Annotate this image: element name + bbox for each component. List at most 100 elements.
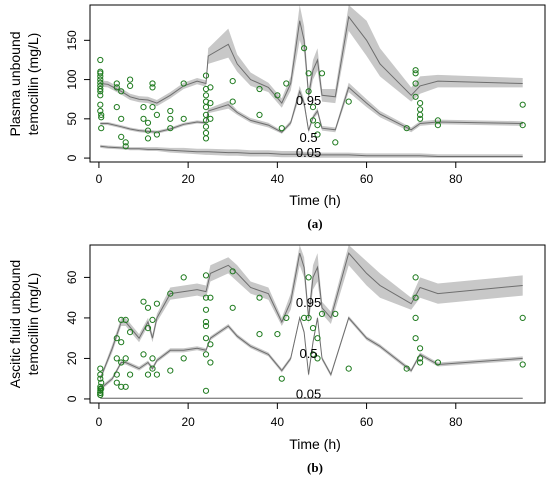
data-point — [314, 122, 321, 129]
x-tick-label: 40 — [271, 415, 285, 429]
data-point — [118, 339, 125, 346]
data-point — [153, 111, 160, 119]
quantile-annotation: 0.95 — [296, 93, 321, 108]
data-point — [318, 70, 326, 77]
data-point — [403, 365, 410, 372]
x-tick-label: 20 — [181, 172, 195, 186]
data-point — [417, 111, 424, 119]
data-point — [412, 67, 419, 74]
quantile-annotation: 0.95 — [296, 295, 321, 310]
data-point — [314, 355, 321, 362]
data-point — [153, 371, 160, 378]
data-point — [122, 355, 129, 362]
quantile-line-0.5-b — [99, 315, 523, 390]
data-point — [519, 361, 526, 368]
data-point — [229, 98, 236, 105]
data-point — [167, 367, 174, 374]
data-point — [207, 359, 214, 366]
data-point — [144, 127, 152, 134]
data-point — [149, 80, 156, 87]
data-point — [274, 92, 281, 99]
data-point — [229, 78, 236, 85]
data-point — [417, 345, 424, 352]
data-point — [98, 111, 105, 119]
data-point — [113, 335, 120, 342]
y-axis-title-b-line2: temocillin (mg/L) — [25, 273, 41, 376]
data-point — [301, 314, 308, 321]
data-point — [412, 70, 419, 77]
data-point — [305, 88, 312, 95]
data-point — [305, 274, 312, 281]
data-point — [309, 104, 317, 111]
x-axis-a: 0 20 40 60 80 — [96, 161, 463, 186]
data-point — [180, 355, 187, 362]
data-point — [149, 355, 156, 362]
data-point — [97, 107, 104, 115]
data-point — [153, 300, 160, 307]
data-point — [144, 119, 152, 126]
data-point — [434, 117, 441, 124]
data-point — [140, 104, 147, 111]
data-point — [314, 335, 321, 342]
y-axis-title-a-line2: temocillin (mg/L) — [25, 33, 41, 136]
quantile-line-0.5-a — [100, 86, 523, 133]
quantile-bands-b — [100, 245, 523, 399]
y-tick-label: 40 — [65, 311, 79, 325]
y-axis-b: 0 20 40 60 — [65, 270, 90, 402]
data-point — [97, 101, 104, 108]
data-point — [127, 329, 134, 336]
quantile-annotations-a: 0.95 0.50.05 — [296, 93, 321, 160]
data-point — [98, 385, 105, 392]
data-point — [256, 85, 263, 93]
data-point — [309, 117, 317, 124]
data-point — [412, 294, 419, 301]
data-point — [149, 84, 156, 91]
data-point — [202, 129, 210, 137]
panel-a: 0 20 40 60 80 0 50 100 150 0.95 0.50.05 Time (h)… — [7, 4, 546, 231]
data-point — [202, 123, 210, 130]
data-point — [345, 98, 352, 105]
data-point — [202, 351, 210, 358]
data-point — [278, 125, 285, 132]
data-point — [98, 379, 105, 386]
data-point — [412, 314, 419, 321]
y-axis-title-a-line1: Plasma unbound — [7, 31, 23, 136]
y-tick-label: 0 — [65, 395, 79, 402]
data-point — [256, 294, 263, 301]
data-point — [113, 355, 120, 362]
data-point — [97, 88, 104, 95]
data-point — [305, 70, 312, 77]
data-point — [207, 100, 214, 107]
data-point — [202, 104, 210, 111]
data-point — [144, 325, 152, 332]
data-point — [122, 383, 129, 390]
data-point — [202, 294, 210, 301]
data-point — [97, 365, 104, 372]
y-tick-label: 100 — [65, 69, 79, 89]
data-point — [122, 316, 129, 323]
data-point — [127, 371, 134, 378]
y-tick-label: 50 — [65, 112, 79, 126]
data-point — [207, 294, 214, 301]
data-point — [97, 375, 104, 382]
x-tick-label: 80 — [449, 172, 463, 186]
data-point — [256, 111, 263, 119]
quantile-annotation: 0.05 — [296, 386, 321, 401]
data-point — [207, 341, 214, 348]
data-point — [97, 73, 104, 80]
data-point — [229, 304, 236, 311]
y-tick-label: 150 — [65, 30, 79, 50]
y-axis-title-b-line1: Ascitic fluid unbound — [7, 260, 23, 388]
observed-points-b — [97, 268, 526, 398]
data-point — [140, 298, 147, 305]
data-point — [98, 125, 105, 132]
data-point — [202, 322, 210, 330]
data-point — [167, 115, 174, 122]
data-point — [118, 383, 125, 390]
data-point — [127, 76, 134, 83]
data-point — [519, 101, 526, 108]
data-point — [167, 290, 174, 297]
data-point — [412, 335, 419, 342]
quantile-annotation: 0.5 — [300, 346, 318, 361]
x-tick-label: 60 — [360, 172, 374, 186]
